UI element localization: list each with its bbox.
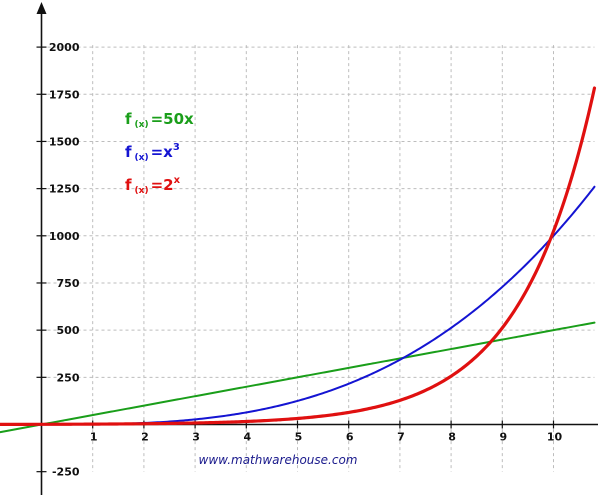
x-tick-label: 5 bbox=[295, 431, 303, 444]
y-tick-label: 750 bbox=[57, 277, 80, 290]
x-tick-label: 10 bbox=[547, 431, 563, 444]
legend-label: f (x) =2x bbox=[125, 175, 181, 196]
y-axis-arrow bbox=[36, 2, 47, 14]
y-tick-label: 500 bbox=[57, 324, 80, 337]
legend-sup: x bbox=[174, 175, 181, 186]
legend-label: f (x) =x3 bbox=[125, 142, 180, 163]
legend-expr: =2 bbox=[151, 176, 174, 194]
x-tick-label: 1 bbox=[90, 431, 98, 444]
y-tick-label: 1500 bbox=[49, 135, 80, 148]
legend-sub: (x) bbox=[135, 153, 149, 163]
x-tick-label: 3 bbox=[192, 431, 200, 444]
y-tick-label: 1000 bbox=[49, 230, 80, 243]
legend-expr: =50x bbox=[151, 110, 194, 128]
legend-label: f (x) =50x bbox=[125, 110, 194, 130]
y-tick-label: -250 bbox=[52, 466, 80, 479]
y-tick-label: 1250 bbox=[49, 183, 80, 196]
x-tick-label: 4 bbox=[243, 431, 251, 444]
legend-sub: (x) bbox=[135, 120, 149, 130]
legend-f: f bbox=[125, 143, 132, 161]
y-tick-label: 1750 bbox=[49, 88, 80, 101]
series-lines bbox=[0, 86, 597, 434]
series-line bbox=[0, 86, 597, 426]
x-tick-label: 8 bbox=[448, 431, 456, 444]
series-line bbox=[0, 321, 596, 434]
legend-f: f bbox=[125, 176, 132, 194]
legend-expr: =x bbox=[151, 143, 174, 161]
y-tick-label: 2000 bbox=[49, 41, 80, 54]
x-tick-label: 9 bbox=[499, 431, 507, 444]
legend-sub: (x) bbox=[135, 186, 149, 196]
x-tick-label: 7 bbox=[397, 431, 405, 444]
legend-sup: 3 bbox=[173, 142, 180, 153]
watermark: www.mathwarehouse.com bbox=[199, 453, 358, 467]
x-tick-label: 2 bbox=[141, 431, 149, 444]
legend-f: f bbox=[125, 110, 132, 128]
x-tick-label: 6 bbox=[346, 431, 354, 444]
y-tick-label: 250 bbox=[57, 371, 80, 384]
ticks: 2000 1750 1500 1250 1000 750 500 250 -250 1 2 3 4 5 6 7… bbox=[36, 41, 563, 479]
